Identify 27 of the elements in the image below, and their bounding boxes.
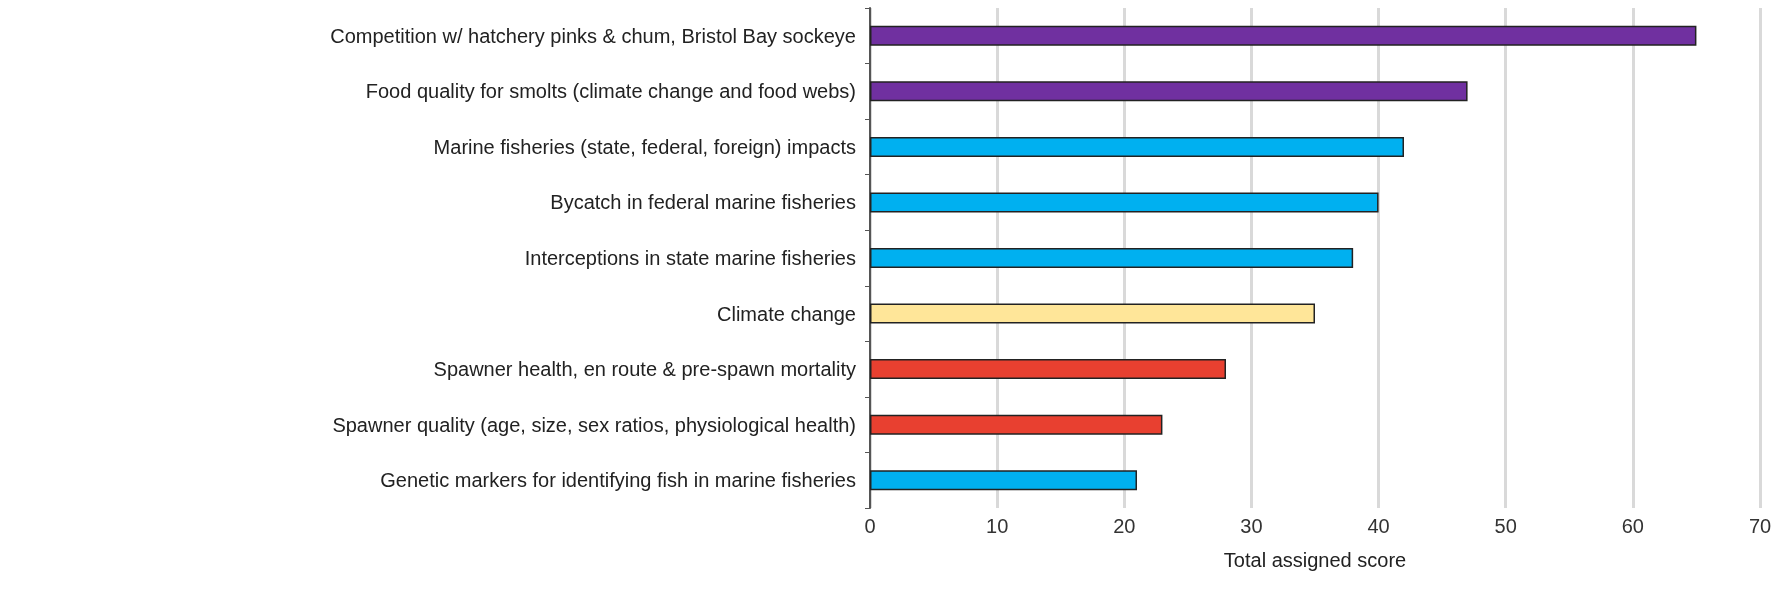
x-tick-label: 40: [1367, 515, 1390, 537]
bar: [870, 414, 1163, 435]
x-tick-label: 60: [1621, 515, 1644, 537]
y-tick-label: Marine fisheries (state, federal, foreign) impacts: [433, 135, 856, 158]
bar: [870, 303, 1315, 324]
y-tick-label: Food quality for smolts (climate change and food webs): [365, 80, 856, 103]
bar: [870, 25, 1697, 46]
bar: [870, 470, 1137, 491]
x-tick-label: 30: [1240, 515, 1263, 537]
y-tick-label: Spawner health, en route & pre-spawn mortality: [433, 358, 856, 381]
bar: [870, 192, 1379, 213]
x-axis-title: Total assigned score: [1223, 549, 1407, 571]
y-tick-label: Genetic markers for identifying fish in marine fisheries: [380, 469, 856, 492]
y-tick-label: Climate change: [717, 302, 856, 325]
y-tick-label: Interceptions in state marine fisheries: [524, 247, 856, 269]
bar: [870, 136, 1404, 157]
bar: [870, 81, 1468, 102]
x-tick-label: 20: [1113, 515, 1136, 537]
x-tick-label: 50: [1494, 515, 1517, 537]
y-tick-label: Bycatch in federal marine fisheries: [550, 191, 856, 214]
y-tick-label: Competition w/ hatchery pinks & chum, Bristol Bay sockeye: [330, 24, 856, 47]
x-tick-label: 0: [864, 515, 876, 537]
bar: [870, 359, 1226, 380]
x-tick-label: 10: [986, 515, 1009, 537]
y-tick-label: Spawner quality (age, size, sex ratios, physiological health): [332, 413, 856, 436]
bar: [870, 248, 1354, 268]
x-tick-label: 70: [1748, 515, 1772, 537]
